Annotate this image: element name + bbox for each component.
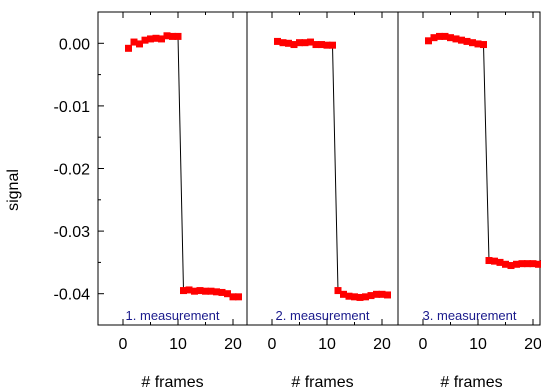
x-tick-label: 0 <box>268 336 277 353</box>
data-point <box>235 293 242 301</box>
data-point <box>224 290 231 298</box>
panel-3: 0 10 20 # frames 3. measurement <box>397 11 541 391</box>
data-point <box>452 35 460 43</box>
data-point <box>351 293 358 301</box>
data-point <box>384 291 391 299</box>
data-point <box>329 41 336 49</box>
data-point <box>474 40 482 48</box>
data-point <box>290 41 298 49</box>
y-tick-label: 0.00 <box>59 36 90 53</box>
data-point <box>518 260 526 268</box>
x-tick-label: 10 <box>318 336 336 353</box>
series-line <box>277 40 388 299</box>
data-point <box>141 36 149 44</box>
data-point <box>301 39 309 47</box>
panel-caption: 1. measurement <box>126 308 220 323</box>
data-point <box>279 39 287 47</box>
series-line <box>128 35 239 298</box>
x-tick-label: 10 <box>469 336 487 353</box>
series-line <box>428 35 541 267</box>
data-point <box>158 35 165 43</box>
data-point <box>163 32 171 40</box>
data-point <box>367 292 375 300</box>
data-point <box>345 292 353 300</box>
data-point <box>152 34 160 42</box>
y-tick-label: -0.04 <box>54 287 91 304</box>
data-point <box>196 287 204 295</box>
data-point <box>463 37 471 45</box>
data-point <box>485 257 493 265</box>
panels: 0.00 -0.01 -0.02 -0.03 -0.04 0 10 20 # frames 1. … <box>54 11 541 391</box>
x-tick-label: 20 <box>224 336 242 353</box>
data-point <box>524 260 531 268</box>
data-point <box>202 287 209 295</box>
panel-frame <box>97 11 248 326</box>
panel-caption: 3. measurement <box>423 308 517 323</box>
data-point <box>373 290 380 298</box>
data-point <box>136 40 143 48</box>
x-tick-label: 0 <box>119 336 128 353</box>
data-point <box>535 260 541 268</box>
data-point <box>207 287 215 295</box>
data-point <box>441 32 449 40</box>
data-point <box>174 32 182 40</box>
data-point <box>513 260 520 268</box>
x-tick-label: 20 <box>524 336 541 353</box>
panel-frame <box>246 11 399 326</box>
data-point <box>469 39 476 47</box>
data-point <box>425 37 432 45</box>
data-point <box>169 32 176 40</box>
data-point <box>285 39 292 47</box>
data-point <box>274 37 281 45</box>
data-point <box>491 257 498 265</box>
data-point <box>147 35 154 43</box>
data-point <box>125 44 132 52</box>
x-axis-title: # frames <box>440 374 502 391</box>
y-tick-label: -0.02 <box>54 162 91 179</box>
panel-caption: 2. measurement <box>276 308 370 323</box>
x-tick-label: 0 <box>419 336 428 353</box>
data-point <box>507 262 515 270</box>
y-tick-label: -0.01 <box>54 99 91 116</box>
x-tick-label: 20 <box>373 336 391 353</box>
data-point <box>496 258 504 266</box>
panel-frame <box>397 11 541 326</box>
data-point <box>185 286 193 294</box>
y-axis: 0.00 -0.01 -0.02 -0.03 -0.04 <box>54 36 104 304</box>
data-point <box>318 41 325 49</box>
panel-1: 0 10 20 # frames 1. measurement <box>97 11 248 391</box>
panel-2: 0 10 20 # frames 2. measurement <box>246 11 399 391</box>
data-point <box>458 36 465 44</box>
x-axis-title: # frames <box>141 374 203 391</box>
data-point <box>430 34 438 42</box>
data-point <box>340 290 347 298</box>
data-point <box>307 38 314 46</box>
data-point <box>296 39 303 47</box>
y-axis-title: signal <box>5 169 22 211</box>
data-point <box>502 260 509 268</box>
data-point <box>191 287 198 295</box>
data-point <box>378 290 386 298</box>
data-point <box>229 293 237 301</box>
x-tick-label: 10 <box>169 336 187 353</box>
data-point <box>334 287 342 295</box>
data-point <box>436 32 443 40</box>
data-point <box>447 34 454 42</box>
data-point <box>529 260 537 268</box>
data-point <box>130 38 138 46</box>
data-point <box>480 41 487 49</box>
data-point <box>180 287 187 295</box>
data-point <box>213 288 220 296</box>
x-axis-title: # frames <box>291 374 353 391</box>
data-point <box>312 41 320 49</box>
y-tick-label: -0.03 <box>54 224 91 241</box>
y-axis-title-group: signal <box>5 169 22 211</box>
data-point <box>218 288 226 296</box>
data-point <box>356 293 364 301</box>
data-point <box>323 41 331 49</box>
data-point <box>362 293 369 301</box>
